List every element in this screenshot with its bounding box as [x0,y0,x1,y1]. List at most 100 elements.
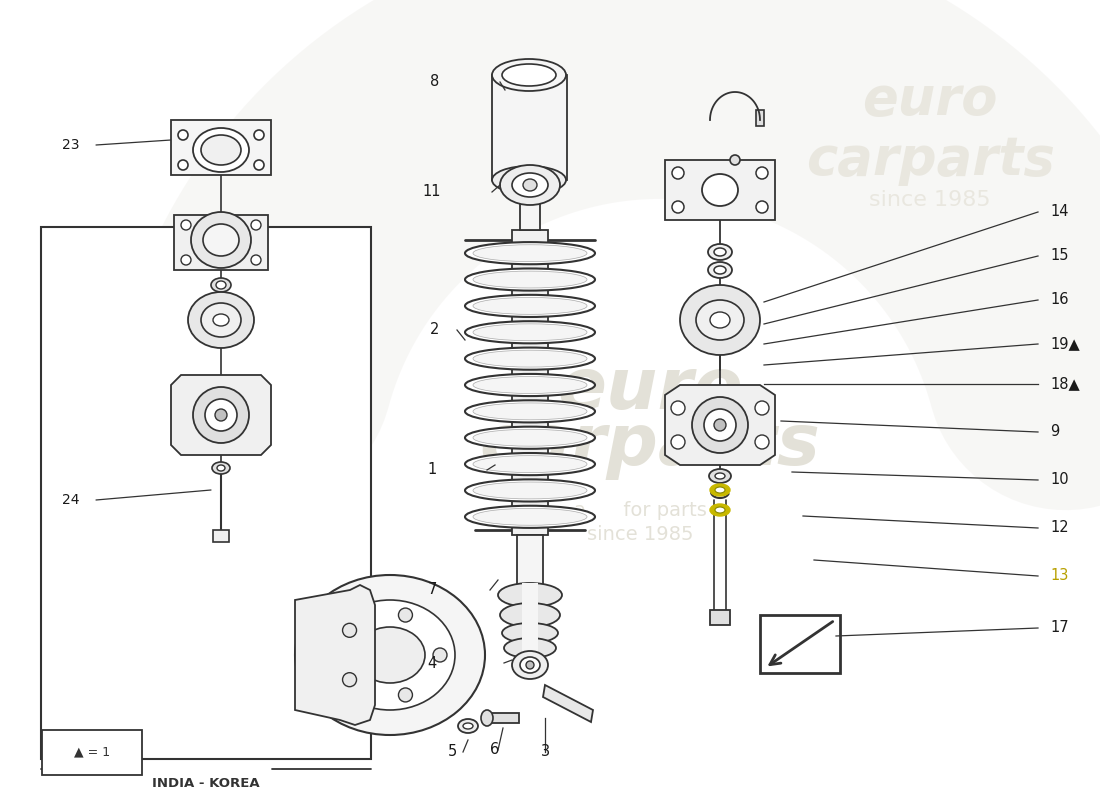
Text: 8: 8 [430,74,440,90]
Ellipse shape [355,627,425,683]
Ellipse shape [212,462,230,474]
Ellipse shape [473,298,587,314]
Polygon shape [666,160,776,220]
Ellipse shape [465,269,595,290]
Ellipse shape [465,347,595,370]
Polygon shape [295,585,375,725]
Ellipse shape [715,473,725,479]
Ellipse shape [473,482,587,499]
Ellipse shape [696,300,744,340]
Ellipse shape [324,600,455,710]
Ellipse shape [502,64,556,86]
Ellipse shape [463,723,473,729]
Ellipse shape [204,224,239,256]
Text: INDIA - KOREA: INDIA - KOREA [152,777,260,790]
Ellipse shape [504,638,556,658]
Ellipse shape [498,583,562,607]
Bar [522,583,538,661]
Ellipse shape [680,285,760,355]
Ellipse shape [213,314,229,326]
Ellipse shape [473,271,587,288]
Ellipse shape [522,179,537,191]
Ellipse shape [473,245,587,262]
Ellipse shape [465,479,595,502]
Text: euro: euro [558,355,743,425]
Ellipse shape [465,453,595,475]
Ellipse shape [214,409,227,421]
Ellipse shape [671,435,685,449]
Ellipse shape [710,312,730,328]
Text: 19▲: 19▲ [1050,337,1080,351]
Ellipse shape [714,419,726,431]
Ellipse shape [254,130,264,140]
Ellipse shape [342,673,356,686]
Ellipse shape [465,506,595,528]
Text: 17: 17 [1050,621,1068,635]
Bar [213,530,229,542]
Text: 24: 24 [63,493,79,507]
Polygon shape [760,615,840,673]
Ellipse shape [254,160,264,170]
Text: 9: 9 [1050,425,1059,439]
Text: 15: 15 [1050,249,1068,263]
Ellipse shape [188,292,254,348]
Ellipse shape [465,374,595,396]
Ellipse shape [756,167,768,179]
Polygon shape [666,385,776,465]
Ellipse shape [465,242,595,264]
Ellipse shape [398,608,412,622]
Ellipse shape [755,401,769,415]
Text: 6: 6 [491,742,499,758]
Ellipse shape [217,465,226,471]
Ellipse shape [502,623,558,643]
Ellipse shape [178,160,188,170]
Bar [487,713,519,723]
Ellipse shape [465,295,595,317]
Text: 12: 12 [1050,521,1068,535]
Ellipse shape [251,255,261,265]
Ellipse shape [342,623,356,638]
Ellipse shape [178,130,188,140]
Ellipse shape [465,400,595,422]
Ellipse shape [710,469,732,483]
Ellipse shape [473,430,587,446]
Ellipse shape [191,212,251,268]
Text: euro
carparts: euro carparts [805,74,1055,186]
Ellipse shape [433,648,447,662]
Ellipse shape [473,377,587,394]
Ellipse shape [526,661,534,669]
Text: 2: 2 [430,322,440,338]
Ellipse shape [398,688,412,702]
Ellipse shape [492,166,566,194]
Ellipse shape [473,324,587,341]
Ellipse shape [295,575,485,735]
Text: 5: 5 [448,745,456,759]
Ellipse shape [216,281,225,289]
Text: carparts: carparts [480,410,821,479]
Ellipse shape [473,456,587,473]
Ellipse shape [702,174,738,206]
Ellipse shape [715,507,725,513]
Ellipse shape [182,220,191,230]
Text: 10: 10 [1050,473,1068,487]
Ellipse shape [520,657,540,673]
Text: 11: 11 [422,185,441,199]
Ellipse shape [473,508,587,526]
Text: 1: 1 [428,462,437,478]
Polygon shape [543,685,593,722]
Ellipse shape [500,165,560,205]
Bar [492,75,566,180]
Bar [512,230,548,535]
Ellipse shape [458,719,478,733]
Ellipse shape [192,128,249,172]
Ellipse shape [715,487,725,493]
Text: 7: 7 [427,582,437,598]
Ellipse shape [755,435,769,449]
Bar [41,227,371,759]
Bar [520,130,540,230]
Ellipse shape [205,399,236,431]
Ellipse shape [710,484,730,496]
Ellipse shape [473,350,587,367]
Text: 4: 4 [428,655,437,670]
Ellipse shape [182,255,191,265]
